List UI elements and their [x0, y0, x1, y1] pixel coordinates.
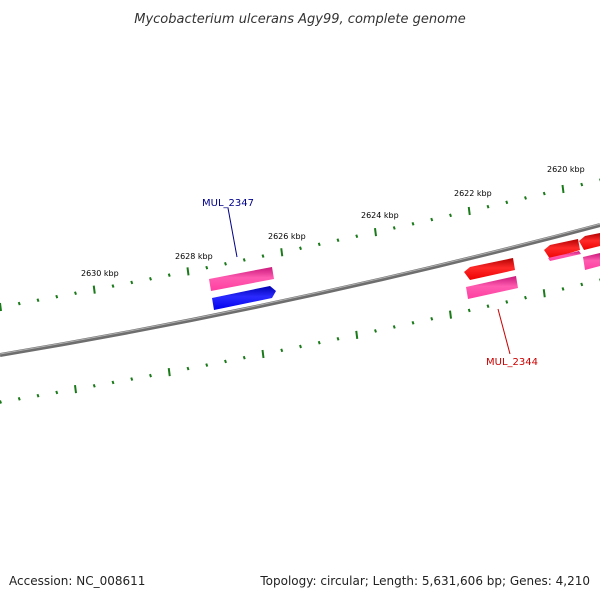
- gene-reverse-red-right-2[interactable]: [579, 233, 600, 250]
- minor-tick: [392, 226, 396, 230]
- minor-tick: [36, 393, 40, 398]
- minor-tick: [317, 242, 321, 247]
- minor-tick: [542, 191, 546, 196]
- minor-tick: [205, 363, 209, 367]
- minor-tick: [17, 397, 21, 401]
- minor-tick: [467, 308, 471, 313]
- minor-tick: [149, 373, 152, 378]
- major-tick: [280, 248, 284, 257]
- minor-tick: [486, 304, 490, 309]
- major-tick: [186, 267, 190, 276]
- minor-tick: [299, 344, 302, 349]
- minor-tick: [524, 295, 527, 300]
- gene-label-leader: [227, 207, 238, 258]
- minor-tick: [242, 355, 246, 360]
- gene-feature-pink-right-2[interactable]: [583, 253, 600, 270]
- map-title: Mycobacterium ulcerans Agy99, complete g…: [134, 12, 466, 27]
- minor-tick: [374, 329, 377, 333]
- minor-tick: [505, 300, 509, 304]
- minor-tick: [299, 246, 302, 251]
- minor-tick: [55, 390, 59, 395]
- major-tick: [355, 330, 359, 339]
- minor-tick: [167, 273, 171, 277]
- gene-forward-blue[interactable]: [212, 286, 276, 310]
- minor-tick: [261, 254, 265, 258]
- minor-tick: [55, 294, 59, 299]
- genome-summary-text: Topology: circular; Length: 5,631,606 bp…: [260, 574, 590, 588]
- minor-tick: [36, 298, 40, 302]
- scale-label: 2622 kbp: [454, 189, 492, 198]
- minor-tick: [336, 238, 340, 243]
- gene-reverse-red-right-1[interactable]: [544, 239, 580, 259]
- minor-tick: [242, 258, 246, 262]
- major-tick: [74, 385, 77, 394]
- minor-tick: [0, 400, 2, 404]
- minor-tick: [111, 380, 115, 385]
- major-tick: [0, 302, 2, 312]
- gene-feature-pink-lower[interactable]: [466, 276, 518, 299]
- scale-label: 2624 kbp: [361, 211, 399, 220]
- major-tick: [92, 285, 96, 294]
- major-tick: [561, 184, 565, 194]
- gene-feature-pink-right-1[interactable]: [548, 251, 581, 261]
- minor-tick: [505, 200, 509, 205]
- minor-tick: [149, 276, 152, 281]
- scale-label: 2630 kbp: [81, 269, 119, 278]
- minor-tick: [355, 234, 359, 238]
- gene-label-leader: [497, 308, 511, 355]
- minor-tick: [580, 182, 584, 187]
- minor-tick: [580, 282, 584, 287]
- minor-tick: [486, 204, 490, 209]
- scale-label: 2620 kbp: [547, 165, 585, 174]
- minor-tick: [430, 316, 434, 321]
- gene-label-upper[interactable]: MUL_2347: [202, 198, 254, 209]
- major-tick: [467, 206, 471, 216]
- minor-tick: [280, 348, 284, 353]
- minor-tick: [561, 287, 565, 291]
- minor-tick: [205, 265, 209, 270]
- scale-label: 2626 kbp: [268, 232, 306, 241]
- minor-tick: [224, 262, 227, 266]
- gene-feature-pink-upper[interactable]: [209, 267, 274, 291]
- genome-backbone: [0, 223, 600, 357]
- scale-label: 2628 kbp: [175, 252, 213, 261]
- minor-tick: [224, 359, 227, 364]
- minor-tick: [524, 196, 527, 200]
- minor-tick: [317, 340, 321, 345]
- gene-label-lower[interactable]: MUL_2344: [486, 357, 538, 368]
- minor-tick: [130, 377, 134, 381]
- minor-tick: [186, 366, 190, 371]
- minor-tick: [92, 384, 96, 388]
- major-tick: [542, 289, 546, 298]
- minor-tick: [392, 325, 396, 329]
- minor-tick: [336, 336, 340, 341]
- major-tick: [167, 368, 171, 377]
- minor-tick: [111, 284, 115, 288]
- major-tick: [261, 349, 265, 359]
- major-tick: [374, 227, 377, 237]
- minor-tick: [74, 291, 77, 296]
- minor-tick: [449, 213, 452, 218]
- major-tick: [449, 310, 452, 319]
- minor-tick: [130, 280, 134, 285]
- gene-reverse-red[interactable]: [464, 258, 515, 280]
- inner-tick-ring: [0, 278, 600, 404]
- minor-tick: [411, 221, 415, 226]
- accession-text: Accession: NC_008611: [9, 574, 146, 588]
- minor-tick: [411, 321, 415, 325]
- minor-tick: [17, 301, 21, 306]
- minor-tick: [430, 217, 434, 222]
- outer-tick-ring: [0, 178, 600, 312]
